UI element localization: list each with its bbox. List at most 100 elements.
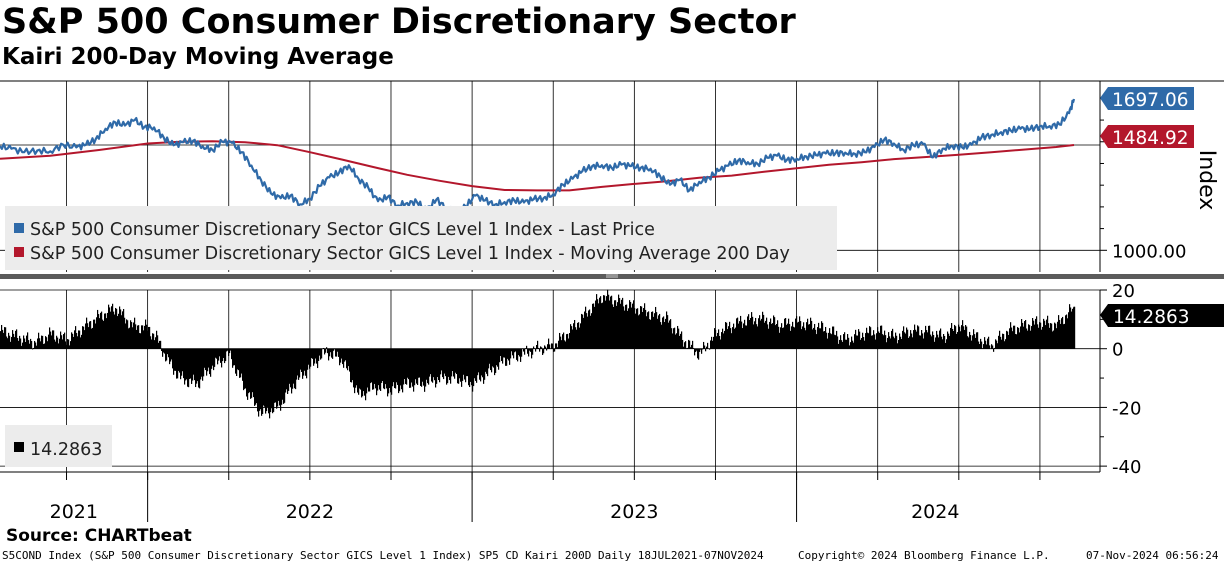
kairi-bar xyxy=(173,348,175,375)
kairi-bar xyxy=(521,348,523,357)
kairi-bar xyxy=(682,339,684,349)
kairi-bar xyxy=(218,348,220,361)
kairi-bar xyxy=(239,348,241,378)
kairi-bar xyxy=(876,333,878,349)
kairi-bar xyxy=(449,348,451,381)
kairi-bar xyxy=(596,294,598,349)
kairi-bar xyxy=(83,326,85,349)
kairi-bar xyxy=(1009,328,1011,349)
kairi-bar xyxy=(344,348,346,362)
kairi-bar xyxy=(591,313,593,349)
kairi-bar xyxy=(498,348,500,370)
kairi-bar xyxy=(61,335,63,349)
kairi-bar xyxy=(263,348,265,406)
x-tick-label: 2022 xyxy=(286,501,334,523)
kairi-bar xyxy=(614,300,616,349)
kairi-bar xyxy=(863,337,865,349)
kairi-bar xyxy=(914,324,916,349)
kairi-bar xyxy=(26,335,28,349)
kairi-bar xyxy=(811,320,813,349)
kairi-bar xyxy=(19,335,21,349)
kairi-bar xyxy=(923,338,925,349)
kairi-bar xyxy=(1068,312,1070,349)
kairi-bar xyxy=(181,348,183,376)
kairi-bar xyxy=(778,326,780,349)
kairi-bar xyxy=(931,336,933,349)
kairi-bar xyxy=(639,314,641,349)
kairi-bar xyxy=(605,300,607,349)
kairi-bar xyxy=(334,348,336,350)
kairi-bar xyxy=(647,312,649,349)
kairi-bar xyxy=(929,325,931,349)
kairi-bar xyxy=(425,348,427,387)
kairi-bar xyxy=(491,348,493,373)
kairi-bar xyxy=(410,348,412,388)
kairi-bar xyxy=(306,348,308,379)
price-legend-label: S&P 500 Consumer Discretionary Sector GI… xyxy=(30,220,655,240)
kairi-bar xyxy=(441,348,443,371)
kairi-bar xyxy=(120,309,122,349)
kairi-bar xyxy=(158,342,160,349)
kairi-bar xyxy=(169,348,171,365)
kairi-bar xyxy=(568,338,570,349)
kairi-bar xyxy=(513,348,515,359)
kairi-bar xyxy=(1019,332,1021,349)
kairi-bar xyxy=(1058,315,1060,349)
kairi-bar xyxy=(89,321,91,349)
kairi-bar xyxy=(921,330,923,349)
kairi-bar xyxy=(825,326,827,349)
kairi-bar xyxy=(853,342,855,349)
kairi-bar xyxy=(671,328,673,349)
kairi-bar xyxy=(347,348,349,371)
kairi-bar xyxy=(108,304,110,349)
kairi-bar xyxy=(772,323,774,349)
price-lines xyxy=(0,98,1076,216)
kairi-bar xyxy=(719,335,721,349)
kairi-bar xyxy=(139,333,141,349)
last-price-badge xyxy=(1100,87,1194,110)
kairi-bar xyxy=(706,346,708,349)
kairi-bar xyxy=(172,348,174,369)
kairi-bar xyxy=(670,319,672,349)
kairi-bar xyxy=(762,311,764,349)
kairi-bar xyxy=(575,327,577,349)
kairi-bar xyxy=(529,348,531,351)
kairi-bar xyxy=(678,328,680,349)
kairi-bar xyxy=(237,348,239,370)
kairi-bar xyxy=(15,330,17,349)
kairi-bar xyxy=(849,345,851,349)
kairi-bar xyxy=(358,348,360,395)
kairi-bar xyxy=(613,306,615,349)
kairi-bar xyxy=(166,348,168,361)
kairi-bar xyxy=(928,325,930,349)
kairi-bar xyxy=(1006,330,1008,349)
kairi-bar xyxy=(834,334,836,349)
kairi-bar xyxy=(147,330,149,349)
kairi-bar xyxy=(432,348,434,383)
kairi-bar xyxy=(663,316,665,349)
kairi-bar xyxy=(421,348,423,387)
kairi-bar xyxy=(477,348,479,376)
kairi-bar xyxy=(325,348,327,353)
kairi-bar xyxy=(444,348,446,374)
kairi-bar xyxy=(1042,326,1044,349)
kairi-bar xyxy=(882,334,884,349)
kairi-bar xyxy=(510,348,512,359)
kairi-bar xyxy=(856,335,858,349)
kairi-bar xyxy=(321,348,323,359)
kairi-bar xyxy=(787,323,789,349)
kairi-bar xyxy=(112,303,114,349)
kairi-bar xyxy=(55,341,57,349)
kairi-bar xyxy=(307,348,309,370)
last-price-line xyxy=(0,98,1076,216)
kairi-bar xyxy=(1070,307,1072,349)
kairi-bar xyxy=(406,348,408,385)
kairi-bar xyxy=(486,348,488,374)
kairi-bar xyxy=(464,348,466,380)
kairi-bar xyxy=(268,348,270,414)
kairi-bar xyxy=(404,348,406,380)
kairi-bar xyxy=(470,348,472,382)
kairi-bar xyxy=(621,299,623,349)
kairi-bar xyxy=(284,348,286,403)
kairi-bar xyxy=(760,320,762,349)
